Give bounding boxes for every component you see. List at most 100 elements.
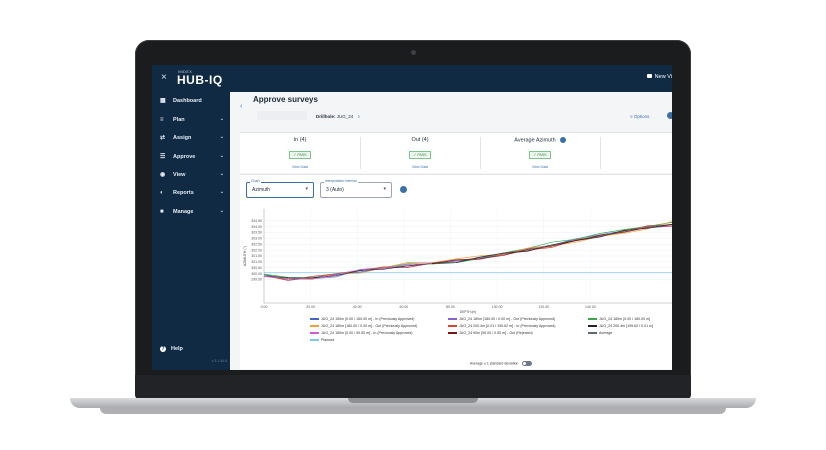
legend-item[interactable]: JUG_24 180m [180.00 / 0.00 m] - Out (Pre…	[448, 317, 555, 321]
chart-select[interactable]: Chart Azimuth ▾	[246, 179, 314, 198]
x-tick-label: 60.00	[400, 305, 409, 309]
x-tick-label: 40.00	[353, 305, 362, 309]
summary-in: In (4) ✓ PASS View Data	[240, 137, 360, 169]
series-line	[431, 223, 672, 265]
legend-label: JUG_24 90m [90.00 / 0.00 m] - Out (Rejec…	[459, 331, 533, 335]
summary-average-azimuth: Average Azimuth ✓ PASS View Data	[480, 137, 600, 169]
legend-label: JUG_24 180m [180.00 / 0.00 m] - Out (Pre…	[459, 317, 556, 321]
drillhole-label: Drillhole:	[316, 114, 336, 119]
chart-select-label: Chart	[250, 179, 261, 183]
sidebar-item-dashboard[interactable]: ▦ Dashboard	[160, 97, 226, 109]
sidebar-item-label: Plan	[173, 117, 185, 123]
legend-swatch	[310, 318, 319, 320]
help-icon: ?	[160, 346, 166, 352]
sidebar-item-approve[interactable]: ☰ Approve ⌄	[160, 153, 226, 165]
sidebar-item-plan[interactable]: ≡ Plan ⌄	[160, 116, 226, 128]
x-tick-label: 0.00	[261, 305, 268, 309]
screen: × IMDEX HUB-IQ New Vi ▦ Dashboard ≡ Plan…	[152, 65, 672, 370]
approve-icon: ☰	[160, 154, 166, 160]
logo: HUB-IQ	[177, 73, 223, 87]
info-icon[interactable]	[667, 112, 672, 119]
chevron-down-icon: ⌄	[219, 189, 224, 195]
y-tick-label: 301.00	[251, 260, 262, 264]
pass-badge: ✓ PASS	[408, 151, 432, 159]
legend-item[interactable]: JUG_24 180m [0.00 / 90.00 m] - In (Previ…	[310, 331, 413, 335]
legend-item[interactable]: JUG_24 200.4m [0.01 / 195.62 m] - In (Pr…	[448, 324, 555, 328]
std-dev-toggle-label: Average ± 1 standard deviation	[470, 361, 519, 366]
view-data-link[interactable]: View Data	[292, 165, 308, 169]
sidebar-item-reports[interactable]: ◐ Reports ⌄	[160, 189, 226, 201]
search-icon[interactable]: ⌕	[357, 114, 361, 119]
view-data-link[interactable]: View Data	[412, 165, 428, 169]
legend-swatch	[310, 325, 319, 327]
sidebar-item-assign[interactable]: ⇄ Assign ⌄	[160, 134, 226, 146]
interpolation-select[interactable]: Interpolation interval 3 (Auto) ▾	[320, 179, 392, 198]
y-tick-label: 301.50	[251, 254, 262, 258]
legend-label: JUG_24 180m [0.00 / 90.00 m] - In (Previ…	[321, 331, 413, 335]
assign-icon: ⇄	[160, 135, 166, 141]
legend-item[interactable]: JUG_24 180m [180.00 / 0.00 m] - Out (Pre…	[310, 324, 417, 328]
legend-item[interactable]: Average	[588, 331, 612, 335]
eye-icon: ◉	[160, 172, 166, 178]
pass-badge: ✓ PASS	[528, 151, 552, 160]
interpolation-select-value: 3 (Auto)	[326, 187, 344, 193]
legend-item[interactable]: JUG_24 180m [0.00 / 180.00 m]	[588, 317, 650, 321]
std-dev-toggle-row: Average ± 1 standard deviation	[470, 361, 533, 366]
x-tick-label: 140.00	[585, 305, 596, 309]
dropdown-arrow-icon: ▾	[305, 186, 308, 192]
chevron-down-icon: ⌄	[219, 153, 224, 159]
reports-icon: ◐	[160, 190, 164, 196]
y-tick-label: 304.50	[251, 219, 262, 223]
legend-item[interactable]: Planned	[310, 338, 334, 342]
laptop-notch	[348, 398, 478, 403]
laptop-shadow	[100, 408, 726, 414]
std-dev-toggle[interactable]	[522, 361, 533, 366]
chevron-down-icon: ⌄	[219, 208, 224, 214]
y-axis-label: AZIMUTH (°)	[243, 246, 247, 266]
chevron-down-icon: ⌄	[219, 116, 224, 122]
y-tick-label: 299.50	[251, 278, 262, 282]
legend-item[interactable]: JUG_24 200.4m [195.62 / 0.01 m]	[588, 324, 653, 328]
legend-item[interactable]: JUG_24 90m [90.00 / 0.00 m] - Out (Rejec…	[448, 331, 533, 335]
page-title: Approve surveys	[253, 95, 318, 104]
legend-swatch	[310, 332, 319, 334]
info-icon[interactable]	[400, 186, 407, 193]
sidebar-item-label: View	[173, 172, 186, 178]
divider	[480, 137, 481, 169]
chevron-down-icon: ⌄	[219, 134, 224, 140]
summary-out: Out (4) ✓ PASS View Data	[360, 137, 480, 169]
y-tick-label: 302.00	[251, 248, 262, 252]
drillhole-selector[interactable]: Drillhole: JUG_24 ⌕	[316, 114, 360, 119]
divider	[600, 137, 601, 169]
sidebar-item-manage[interactable]: ■ Manage ⌄	[160, 208, 226, 220]
chart-select-value: Azimuth	[252, 187, 271, 193]
plan-icon: ≡	[160, 117, 164, 123]
legend-item[interactable]: JUG_24 150m [0.00 / 150.00 m] - In (Prev…	[310, 317, 415, 321]
x-axis-label: DEPTH (m)	[460, 310, 476, 314]
sidebar-item-label: Manage	[173, 209, 194, 215]
close-icon[interactable]: ×	[161, 72, 167, 83]
y-tick-label: 302.50	[251, 242, 262, 246]
help-button[interactable]: ? Help	[160, 346, 183, 352]
chart-card: Chart Azimuth ▾ Interpolation interval 3…	[240, 174, 672, 369]
summary-title: Out (4)	[411, 137, 429, 143]
filter-input[interactable]	[257, 111, 307, 120]
back-chevron-icon[interactable]: ‹	[240, 103, 243, 110]
new-view-label: New Vi	[654, 74, 672, 80]
sidebar-item-label: Dashboard	[173, 98, 202, 104]
sidebar-item-view[interactable]: ◉ View ⌄	[160, 171, 226, 183]
pass-badge: ✓ PASS	[288, 151, 312, 159]
x-tick-label: 120.00	[538, 305, 549, 309]
y-tick-label: 303.50	[251, 231, 262, 235]
y-tick-label: 303.00	[251, 237, 262, 241]
view-data-link[interactable]: View Data	[532, 165, 548, 170]
options-button[interactable]: ≡ Options	[630, 114, 650, 119]
info-icon[interactable]	[559, 137, 566, 143]
summary-card: In (4) ✓ PASS View Data Out (4) ✓ PASS V…	[240, 132, 672, 173]
sidebar-item-label: Assign	[173, 135, 192, 141]
version-text: v 3.1.44.5	[211, 359, 227, 363]
logo-brand: IMDEX	[178, 69, 193, 74]
new-view-button[interactable]: New Vi	[646, 74, 672, 80]
chevron-down-icon: ⌄	[219, 171, 224, 177]
